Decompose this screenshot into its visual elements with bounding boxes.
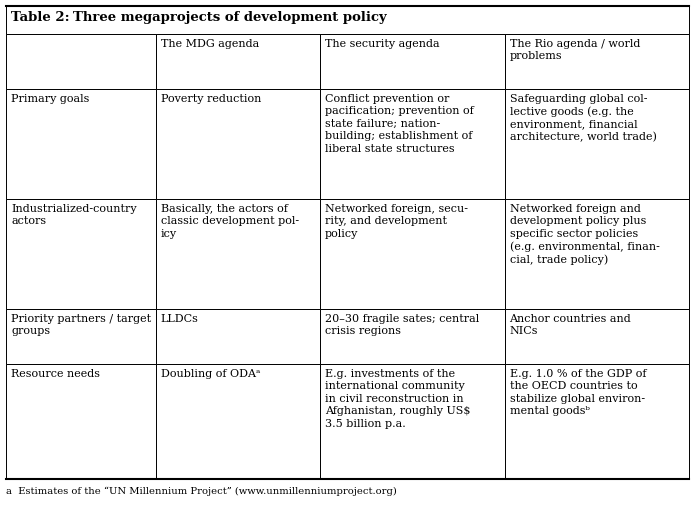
Text: E.g. investments of the
international community
in civil reconstruction in
Afgha: E.g. investments of the international co… — [325, 369, 471, 429]
Bar — [320, 364, 505, 479]
Text: Basically, the actors of
classic development pol-
icy: Basically, the actors of classic develop… — [161, 204, 299, 239]
Bar — [156, 199, 320, 309]
Text: Three megaprojects of development policy: Three megaprojects of development policy — [73, 11, 386, 24]
Text: E.g. 1.0 % of the GDP of
the OECD countries to
stabilize global environ-
mental : E.g. 1.0 % of the GDP of the OECD countr… — [509, 369, 646, 416]
Text: a  Estimates of the “UN Millennium Project” (www.unmillenniumproject.org): a Estimates of the “UN Millennium Projec… — [6, 487, 397, 497]
Text: Poverty reduction: Poverty reduction — [161, 94, 261, 104]
Bar — [320, 309, 505, 364]
Bar — [505, 89, 689, 199]
Text: Safeguarding global col-
lective goods (e.g. the
environment, financial
architec: Safeguarding global col- lective goods (… — [509, 94, 656, 142]
Bar — [505, 199, 689, 309]
Bar — [505, 364, 689, 479]
Text: Networked foreign, secu-
rity, and development
policy: Networked foreign, secu- rity, and devel… — [325, 204, 468, 239]
Bar — [320, 199, 505, 309]
Bar — [156, 89, 320, 199]
Bar — [6, 89, 156, 199]
Bar — [6, 309, 156, 364]
Text: Conflict prevention or
pacification; prevention of
state failure; nation-
buildi: Conflict prevention or pacification; pre… — [325, 94, 474, 154]
Text: Table 2:: Table 2: — [11, 11, 70, 24]
Bar — [320, 89, 505, 199]
Text: LLDCs: LLDCs — [161, 314, 199, 324]
Bar — [6, 6, 689, 34]
Text: Priority partners / target
groups: Priority partners / target groups — [11, 314, 151, 336]
Bar — [320, 34, 505, 89]
Bar — [505, 34, 689, 89]
Bar — [156, 309, 320, 364]
Text: Anchor countries and
NICs: Anchor countries and NICs — [509, 314, 631, 336]
Text: Networked foreign and
development policy plus
specific sector policies
(e.g. env: Networked foreign and development policy… — [509, 204, 660, 265]
Text: 20–30 fragile sates; central
crisis regions: 20–30 fragile sates; central crisis regi… — [325, 314, 480, 336]
Text: Doubling of ODAᵃ: Doubling of ODAᵃ — [161, 369, 260, 379]
Text: Industrialized-country
actors: Industrialized-country actors — [11, 204, 137, 226]
Bar — [156, 34, 320, 89]
Text: Primary goals: Primary goals — [11, 94, 90, 104]
Bar — [505, 309, 689, 364]
Text: The MDG agenda: The MDG agenda — [161, 39, 259, 49]
Text: The security agenda: The security agenda — [325, 39, 440, 49]
Bar — [6, 199, 156, 309]
Bar — [156, 364, 320, 479]
Text: The Rio agenda / world
problems: The Rio agenda / world problems — [509, 39, 640, 61]
Bar — [6, 34, 156, 89]
Bar — [6, 364, 156, 479]
Text: Resource needs: Resource needs — [11, 369, 100, 379]
